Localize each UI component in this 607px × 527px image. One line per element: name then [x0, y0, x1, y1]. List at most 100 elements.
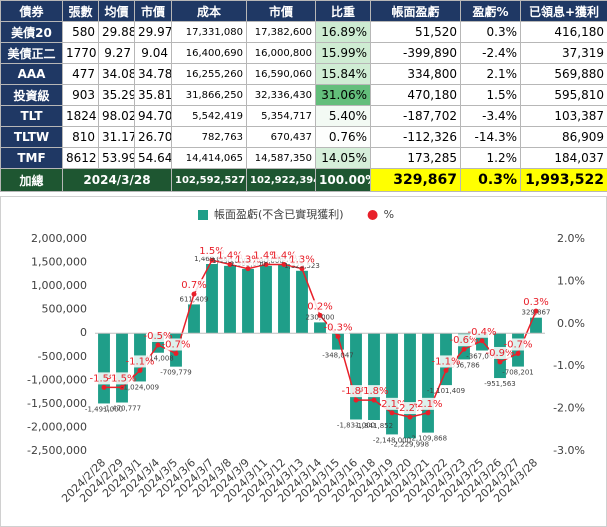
point-label: 1.3%	[235, 255, 260, 266]
y2-tick-label: 2.0%	[557, 232, 585, 245]
legend-swatch	[198, 210, 208, 220]
total-row: 加總2024/3/28102,592,527102,922,394100.00%…	[0, 168, 607, 192]
cell: 5.40%	[315, 105, 371, 127]
point-label: 1.5%	[199, 246, 224, 257]
bar	[188, 304, 200, 334]
point	[407, 414, 413, 420]
point	[317, 312, 323, 318]
holdings-table: 債券 張數 均價 市價 成本 市價 比重 帳面盈虧 盈虧% 已領息+獲利 美債20 580 29.88 2…	[0, 0, 607, 192]
point-label: -0.6%	[449, 335, 478, 346]
point-label-bg	[363, 385, 385, 398]
cell: 94.70	[134, 105, 172, 127]
cell: 477	[62, 63, 99, 85]
bar-label: -367,000	[466, 353, 497, 361]
cell: -187,702	[370, 105, 461, 127]
header-cell: 盈虧%	[460, 0, 521, 22]
point	[425, 410, 431, 416]
point-label-bg	[165, 338, 187, 351]
point	[119, 384, 125, 390]
bar	[422, 333, 434, 433]
cell: 美債20	[0, 21, 63, 43]
table-row: 投資級 903 35.29 35.81 31,866,250 32,336,430 31.0…	[0, 84, 607, 106]
bar	[386, 333, 398, 435]
cell: 9.27	[98, 42, 135, 64]
point-label-bg	[129, 355, 151, 368]
y-tick-label: -2,500,000	[27, 444, 87, 457]
point	[155, 342, 161, 348]
cell: 15.99%	[315, 42, 371, 64]
bar-label: -414,008	[142, 355, 173, 363]
cell: 569,880	[520, 63, 607, 85]
cell: -112,326	[370, 126, 461, 148]
bar	[296, 270, 308, 334]
point	[461, 346, 467, 352]
point	[443, 367, 449, 373]
point-label-bg	[417, 397, 439, 410]
bar-label: -1,024,009	[121, 383, 159, 391]
total-cell: 102,922,394	[246, 168, 316, 192]
y-tick-label: -2,000,000	[27, 420, 87, 433]
cell: -3.4%	[460, 105, 521, 127]
bar	[368, 333, 380, 420]
cell: 16,590,060	[246, 63, 316, 85]
cell: 53.99	[98, 147, 135, 169]
cell: 35.81	[134, 84, 172, 106]
point-label-bg	[435, 355, 457, 368]
point	[263, 261, 269, 267]
bar-label: 329,867	[522, 309, 551, 317]
cell: 17,331,080	[171, 21, 247, 43]
y2-tick-label: -2.0%	[553, 402, 585, 415]
bar-label: -951,563	[484, 380, 515, 388]
cell: 34.78	[134, 63, 172, 85]
chart: -2,500,000 -2,000,000 -1,500,000 -1,000,000…	[0, 196, 607, 527]
y-tick-label: 500,000	[42, 303, 88, 316]
point-label-bg	[237, 253, 259, 266]
total-cell: 329,867	[370, 168, 461, 192]
y2-tick-label: -3.0%	[553, 444, 585, 457]
bar	[404, 333, 416, 439]
cell: 173,285	[370, 147, 461, 169]
cell: 0.76%	[315, 126, 371, 148]
header-cell: 帳面盈虧	[370, 0, 461, 22]
cell: 31.06%	[315, 84, 371, 106]
table-body: 債券 張數 均價 市價 成本 市價 比重 帳面盈虧 盈虧% 已領息+獲利 美債20 580 29.88 2…	[0, 0, 607, 192]
cell: 595,810	[520, 84, 607, 106]
point-label: -1.1%	[431, 356, 460, 367]
cell: 投資級	[0, 84, 63, 106]
point	[299, 266, 305, 272]
bar	[530, 317, 542, 334]
cell: -2.4%	[460, 42, 521, 64]
point-label: -0.7%	[503, 339, 532, 350]
point-label-bg	[525, 296, 547, 309]
cell: TLTW	[0, 126, 63, 148]
bar-label: -1,491,000	[85, 405, 123, 413]
cell: 54.64	[134, 147, 172, 169]
header-cell: 比重	[315, 0, 371, 22]
cell: 16,255,260	[171, 63, 247, 85]
cell: 9.04	[134, 42, 172, 64]
cell: TLT	[0, 105, 63, 127]
bar-label: -708,201	[502, 369, 533, 377]
total-cell: 100.00%	[315, 168, 371, 192]
total-cell: 0.3%	[460, 168, 521, 192]
cell: 1770	[62, 42, 99, 64]
cell: 580	[62, 21, 99, 43]
cell: 0.3%	[460, 21, 521, 43]
y-tick-label: 2,000,000	[31, 232, 87, 245]
bar	[224, 265, 236, 334]
cell: 14.05%	[315, 147, 371, 169]
point-label: -1.5%	[89, 373, 118, 384]
bar-label: 1,325,523	[284, 262, 320, 270]
cell: 26.70	[134, 126, 172, 148]
cell: 1824	[62, 105, 99, 127]
bar-label: -1,470,777	[103, 405, 141, 413]
cell: 1.5%	[460, 84, 521, 106]
cell: AAA	[0, 63, 63, 85]
point	[173, 350, 179, 356]
table-row: TLTW 810 31.17 26.70 782,763 670,437 0.76% -112…	[0, 126, 607, 148]
y2-tick-label: 1.0%	[557, 274, 585, 287]
bar-label: 230,000	[306, 313, 335, 321]
cell: 5,542,419	[171, 105, 247, 127]
point-label: -2.1%	[413, 399, 442, 410]
point-label-bg	[273, 249, 295, 262]
